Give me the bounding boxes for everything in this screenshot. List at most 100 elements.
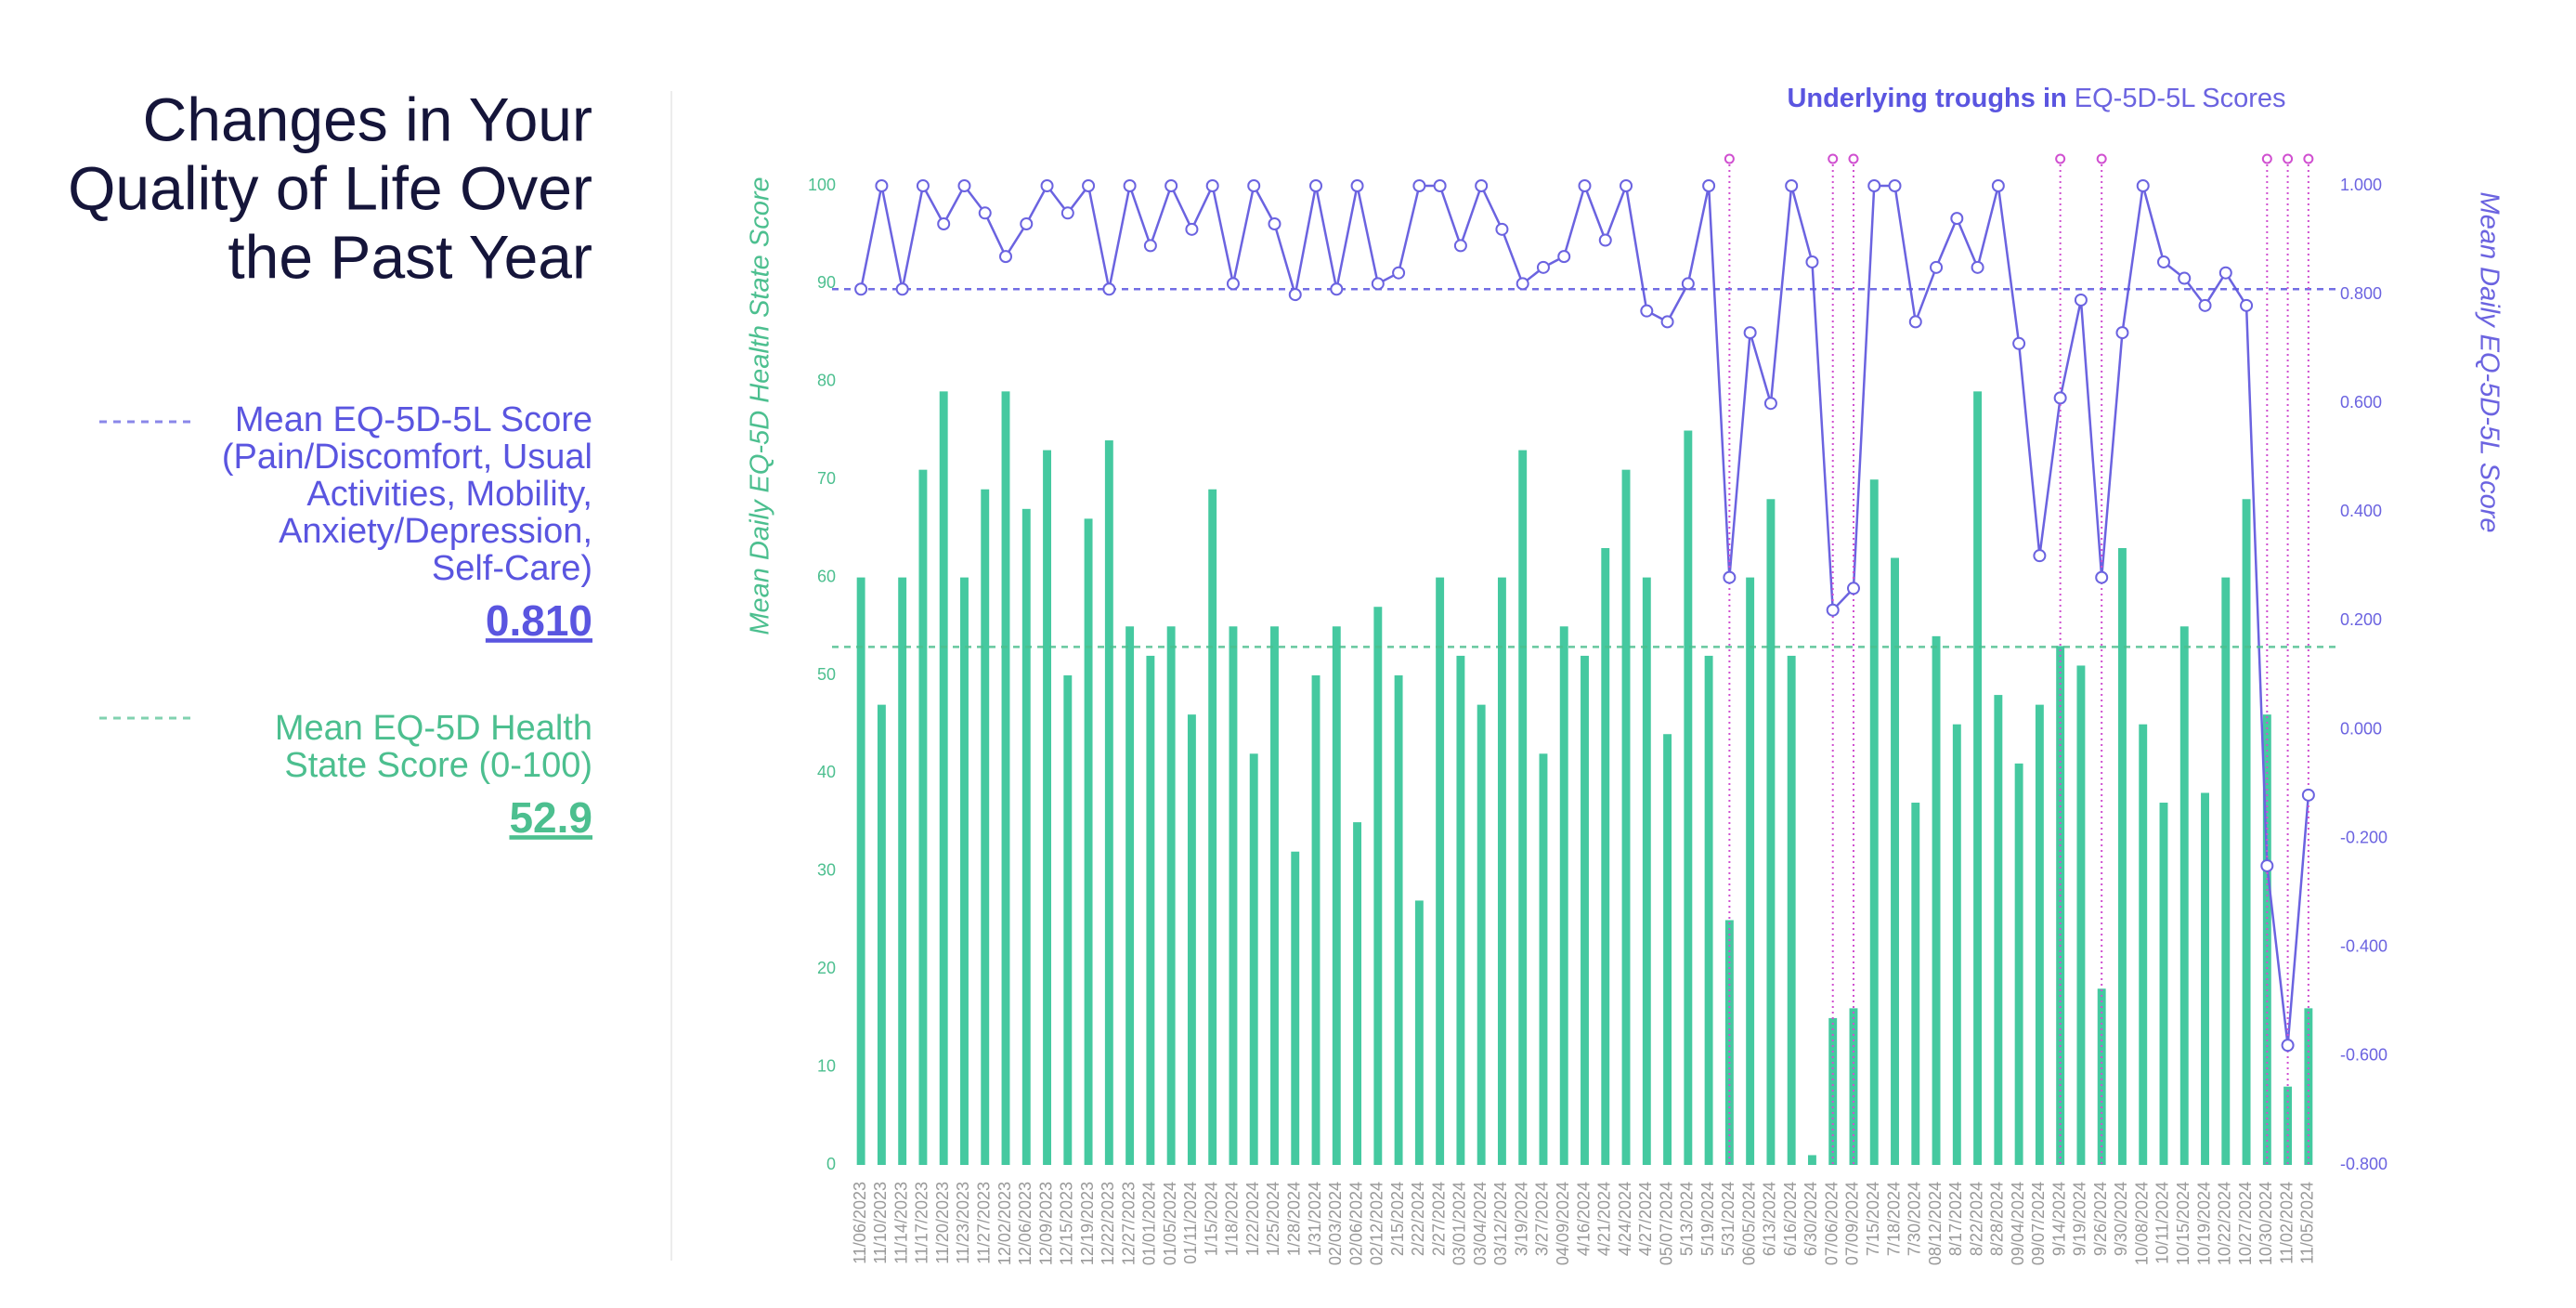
point — [1805, 255, 1819, 268]
bar — [2076, 665, 2086, 1165]
x-tick-label: 9/14/2024 — [2049, 1182, 2068, 1256]
x-tick-label: 01/11/2024 — [1181, 1182, 1200, 1264]
bar — [856, 577, 865, 1165]
bar — [1436, 577, 1445, 1165]
point — [1557, 250, 1571, 264]
point — [2260, 858, 2274, 872]
bar — [1891, 557, 1899, 1165]
point — [1640, 304, 1654, 318]
point — [916, 179, 930, 192]
bar — [1084, 518, 1093, 1165]
x-tick-label: 2/22/2024 — [1409, 1182, 1427, 1256]
x-tick-label: 7/30/2024 — [1906, 1182, 1924, 1256]
point — [1309, 179, 1323, 192]
bar — [1332, 626, 1341, 1165]
point — [895, 282, 909, 296]
legend-label: Anxiety/Depression, — [279, 512, 592, 551]
y2-tick-label: 0.400 — [2340, 502, 2382, 520]
y-tick-label: 60 — [817, 567, 836, 585]
point — [1620, 179, 1633, 192]
y-tick-label: 20 — [817, 959, 836, 977]
point — [1826, 603, 1840, 617]
x-tick-label: 9/19/2024 — [2071, 1182, 2089, 1256]
y-tick-label: 100 — [808, 176, 836, 194]
trough-marker — [2096, 153, 2107, 164]
x-tick-label: 1/22/2024 — [1243, 1182, 1262, 1256]
point — [2115, 326, 2129, 340]
point — [1723, 570, 1737, 584]
x-tick-label: 02/03/2024 — [1326, 1182, 1345, 1265]
bar — [898, 577, 907, 1165]
trough-marker — [1724, 153, 1735, 164]
y2-tick-label: -0.200 — [2340, 828, 2387, 846]
x-tick-label: 07/06/2024 — [1822, 1182, 1841, 1265]
chart-title-rest: EQ-5D-5L Scores — [2075, 84, 2286, 113]
x-tick-label: 03/04/2024 — [1471, 1182, 1490, 1265]
bar — [2283, 1086, 2293, 1165]
point — [957, 179, 971, 192]
x-tick-label: 08/12/2024 — [1926, 1182, 1945, 1265]
legend-label: Activities, Mobility, — [306, 475, 592, 514]
point — [1247, 179, 1261, 192]
x-tick-label: 12/27/2023 — [1119, 1182, 1138, 1265]
x-tick-label: 6/30/2024 — [1802, 1182, 1820, 1256]
y-tick-label: 0 — [826, 1155, 836, 1173]
bar — [1229, 626, 1238, 1165]
point — [854, 282, 868, 296]
x-tick-label: 12/09/2023 — [1036, 1182, 1055, 1265]
chart-title-bold: Underlying troughs in — [1787, 84, 2066, 113]
point — [1020, 216, 1034, 230]
point — [1495, 222, 1509, 236]
x-tick-label: 8/17/2024 — [1946, 1182, 1965, 1256]
bar — [1952, 724, 1961, 1165]
y2-tick-label: 0.200 — [2340, 610, 2382, 629]
legend-label: Mean EQ-5D Health — [275, 709, 592, 748]
point — [1930, 260, 1944, 274]
bar — [2139, 724, 2148, 1165]
bar — [1497, 577, 1506, 1165]
x-tick-label: 11/06/2023 — [851, 1182, 869, 1264]
point — [1123, 179, 1137, 192]
point — [1205, 179, 1219, 192]
chart-title: Underlying troughs in EQ-5D-5L Scores — [1787, 84, 2285, 113]
x-tick-label: 3/19/2024 — [1512, 1182, 1530, 1256]
y2-tick-label: -0.800 — [2340, 1155, 2387, 1173]
point — [2198, 298, 2212, 312]
bar — [1911, 803, 1920, 1165]
y-tick-label: 80 — [817, 372, 836, 390]
x-tick-label: 8/22/2024 — [1967, 1182, 1985, 1256]
bar — [1581, 655, 1589, 1165]
y2-tick-label: -0.400 — [2340, 937, 2387, 956]
bar — [1291, 851, 1300, 1165]
x-tick-label: 10/22/2024 — [2216, 1182, 2234, 1265]
x-tick-label: 1/15/2024 — [1202, 1182, 1220, 1256]
point — [999, 250, 1013, 264]
bar — [1187, 714, 1196, 1165]
x-tick-label: 12/02/2023 — [995, 1182, 1014, 1265]
bar — [1249, 753, 1258, 1165]
x-tick-label: 10/15/2024 — [2174, 1182, 2192, 1265]
legend-label: Mean EQ-5D-5L Score — [235, 400, 592, 439]
bar — [960, 577, 969, 1165]
x-tick-label: 3/27/2024 — [1533, 1182, 1552, 1256]
bar — [1559, 626, 1568, 1165]
x-tick-label: 2/15/2024 — [1388, 1182, 1407, 1256]
point — [1578, 179, 1592, 192]
bar — [981, 489, 990, 1165]
y2-axis-label: Mean Daily EQ-5D-5L Score — [2474, 192, 2504, 533]
y2-tick-label: -0.600 — [2340, 1046, 2387, 1065]
point — [2178, 271, 2192, 285]
point — [1971, 260, 1984, 274]
point — [1660, 315, 1674, 329]
bar — [2118, 547, 2127, 1165]
bar — [1125, 626, 1135, 1165]
point — [1040, 179, 1054, 192]
x-tick-label: 04/09/2024 — [1554, 1182, 1572, 1265]
bar — [1270, 626, 1279, 1165]
x-tick-label: 06/05/2024 — [1739, 1182, 1758, 1265]
bar — [2242, 499, 2251, 1165]
bar — [877, 704, 886, 1165]
point — [1785, 179, 1799, 192]
x-tick-label: 7/18/2024 — [1884, 1182, 1903, 1256]
x-tick-label: 01/01/2024 — [1140, 1182, 1159, 1265]
